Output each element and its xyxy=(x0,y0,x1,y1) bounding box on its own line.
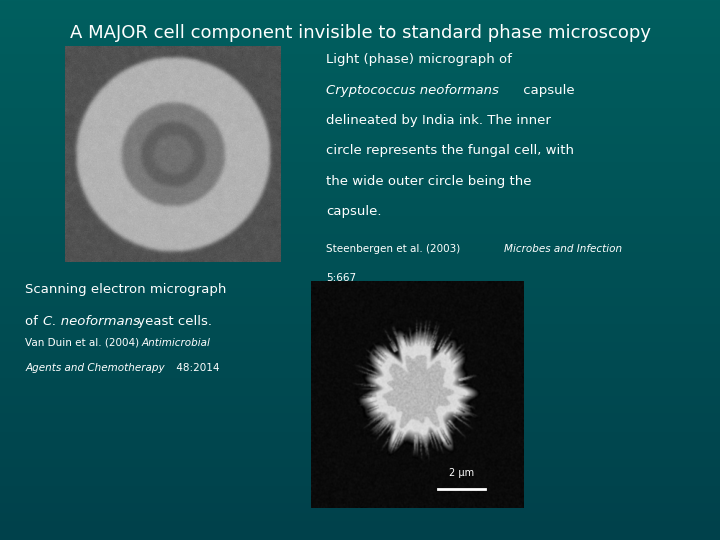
Text: capsule.: capsule. xyxy=(326,205,382,218)
Text: 48:2014: 48:2014 xyxy=(173,363,220,374)
Text: capsule: capsule xyxy=(519,84,575,97)
Text: Microbes and Infection: Microbes and Infection xyxy=(504,244,622,254)
Text: 2 μm: 2 μm xyxy=(449,468,474,478)
Text: Van Duin et al. (2004): Van Duin et al. (2004) xyxy=(25,338,143,348)
Text: A MAJOR cell component invisible to standard phase microscopy: A MAJOR cell component invisible to stan… xyxy=(70,24,650,42)
Text: Scanning electron micrograph: Scanning electron micrograph xyxy=(25,284,227,296)
Text: Light (phase) micrograph of: Light (phase) micrograph of xyxy=(326,53,513,66)
Text: delineated by India ink. The inner: delineated by India ink. The inner xyxy=(326,114,552,127)
Text: Antimicrobial: Antimicrobial xyxy=(142,338,211,348)
Text: 5:667: 5:667 xyxy=(326,273,356,283)
Text: Cryptococcus neoformans: Cryptococcus neoformans xyxy=(326,84,500,97)
Text: circle represents the fungal cell, with: circle represents the fungal cell, with xyxy=(326,144,575,157)
Text: of: of xyxy=(25,315,42,328)
Text: yeast cells.: yeast cells. xyxy=(133,315,212,328)
Text: Agents and Chemotherapy: Agents and Chemotherapy xyxy=(25,363,165,374)
Text: Steenbergen et al. (2003): Steenbergen et al. (2003) xyxy=(326,244,464,254)
Text: the wide outer circle being the: the wide outer circle being the xyxy=(326,174,532,187)
Text: C. neoformans: C. neoformans xyxy=(43,315,140,328)
